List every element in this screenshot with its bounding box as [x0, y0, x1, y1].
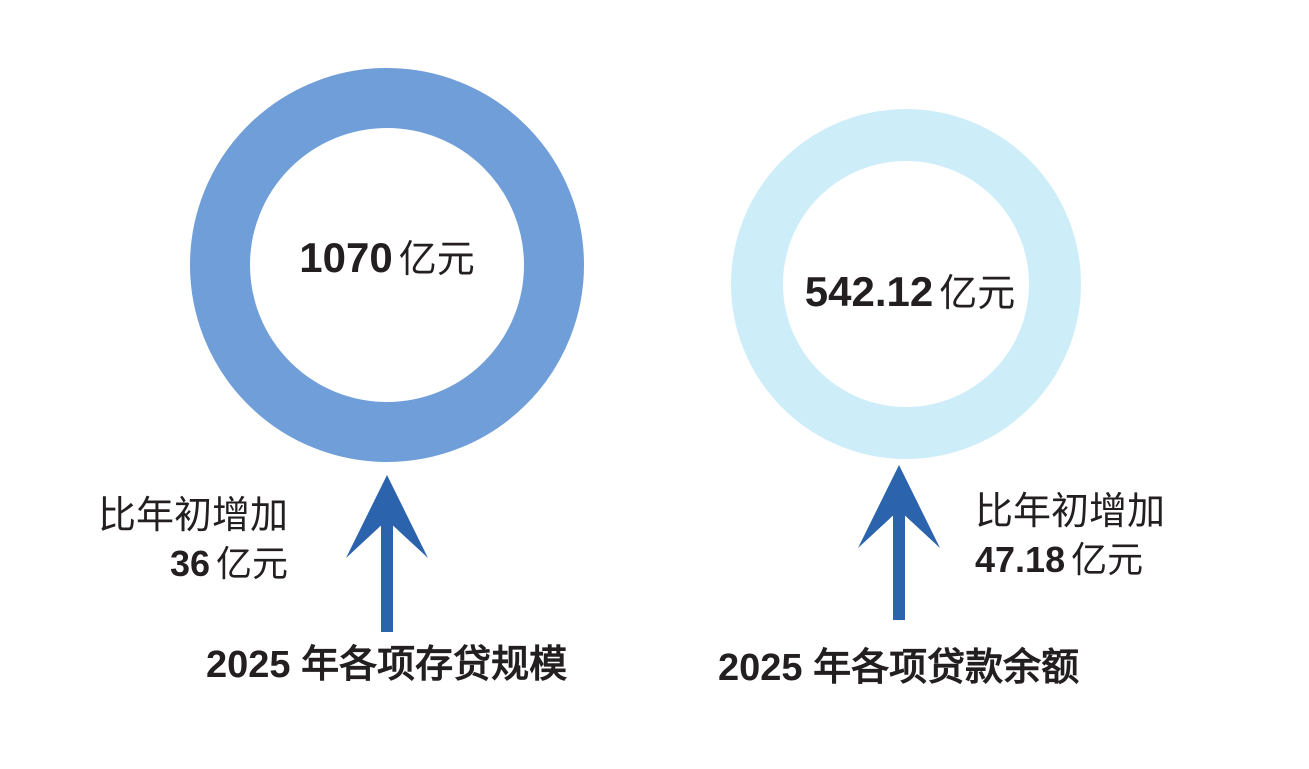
right-ring	[731, 109, 1081, 459]
left-caption-year: 2025	[206, 644, 291, 686]
right-ring-value: 542.12 亿元	[740, 262, 1080, 317]
left-note-amount: 36 亿元	[90, 540, 288, 588]
right-caption-year: 2025	[718, 647, 803, 689]
left-note-unit: 亿元	[215, 543, 288, 584]
right-note-amount: 47.18 亿元	[975, 536, 1165, 584]
left-note-number: 36	[169, 543, 210, 584]
left-note-prefix: 比年初增加	[97, 495, 288, 537]
right-arrow-icon	[858, 465, 940, 620]
right-note-unit: 亿元	[1071, 539, 1144, 580]
left-arrow-icon	[346, 475, 428, 632]
right-caption: 2025 年各项贷款余额	[718, 636, 1079, 691]
left-value-number: 1070	[299, 234, 393, 281]
right-caption-text: 年各项贷款余额	[813, 647, 1080, 689]
right-value-unit: 亿元	[939, 273, 1016, 315]
left-caption: 2025 年各项存贷规模	[206, 633, 567, 688]
right-note-number: 47.18	[975, 539, 1066, 580]
left-ring	[190, 68, 584, 462]
right-note-prefix: 比年初增加	[975, 491, 1166, 533]
left-ring-value: 1070 亿元	[220, 228, 554, 283]
left-value-unit: 亿元	[398, 239, 475, 281]
right-value-number: 542.12	[804, 268, 934, 315]
right-increase-note: 比年初增加 47.18 亿元	[975, 488, 1165, 584]
left-increase-note: 比年初增加 36 亿元	[90, 492, 288, 588]
left-caption-text: 年各项存贷规模	[301, 644, 568, 686]
